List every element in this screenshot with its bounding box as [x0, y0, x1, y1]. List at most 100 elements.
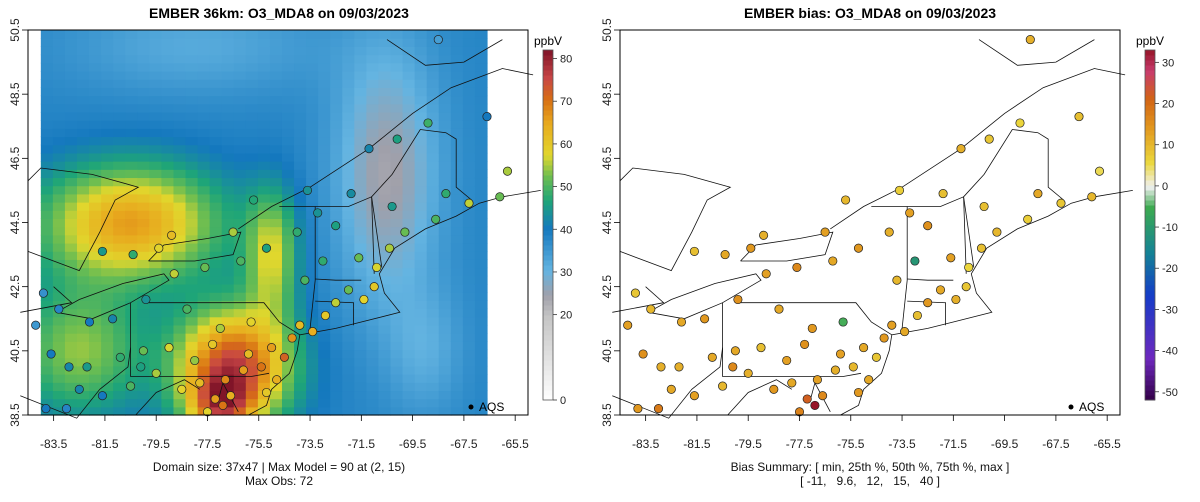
heat-cell — [474, 136, 488, 146]
heat-cell — [342, 111, 355, 121]
heat-cell — [185, 267, 199, 277]
heat-cell — [390, 251, 404, 260]
heat-cell — [89, 316, 102, 326]
heat-cell — [438, 333, 452, 342]
heat-cell — [137, 324, 150, 334]
heat-cell — [354, 382, 367, 392]
heat-cell — [173, 169, 187, 179]
heat-cell — [257, 95, 271, 105]
heat-cell — [281, 267, 295, 277]
aqs-station-point — [756, 343, 766, 353]
heat-cell — [64, 275, 78, 285]
heat-cell — [209, 120, 223, 129]
heat-cell — [113, 300, 126, 310]
heat-cell — [221, 365, 235, 375]
heat-cell — [281, 382, 295, 392]
heat-cell — [318, 292, 331, 301]
heat-cell — [40, 210, 54, 219]
heat-cell — [197, 210, 211, 219]
heat-cell — [390, 111, 404, 121]
heat-cell — [173, 95, 187, 105]
bias-colorbar-gradient — [1145, 50, 1155, 401]
heat-cell — [52, 70, 66, 80]
aqs-station-point — [956, 144, 966, 154]
colorbar-swatch — [543, 190, 553, 196]
aqs-station-point — [800, 339, 810, 349]
heat-cell — [221, 202, 235, 211]
aqs-station-point — [1025, 35, 1035, 45]
heat-cell — [221, 95, 235, 105]
heat-cell — [221, 38, 235, 47]
heat-cell — [125, 349, 138, 359]
model-legend: AQS — [468, 400, 504, 414]
aqs-station-point — [707, 352, 717, 362]
heat-cell — [402, 136, 416, 146]
heat-cell — [185, 283, 199, 293]
heat-cell — [149, 38, 162, 47]
heat-cell — [125, 152, 138, 162]
heat-cell — [197, 169, 211, 179]
heat-cell — [137, 202, 150, 211]
aqs-station-point — [74, 384, 84, 394]
heat-cell — [294, 398, 307, 408]
heat-cell — [185, 38, 199, 47]
heat-cell — [221, 292, 235, 301]
heat-cell — [281, 152, 295, 162]
heat-cell — [149, 103, 162, 113]
heat-cell — [233, 390, 247, 400]
heat-cell — [318, 210, 331, 219]
heat-cell — [354, 349, 367, 359]
colorbar-swatch — [1145, 160, 1155, 166]
heat-cell — [197, 152, 211, 162]
heat-cell — [125, 218, 138, 228]
heat-cell — [414, 62, 428, 72]
heat-cell — [414, 349, 428, 359]
heat-cell — [438, 70, 452, 80]
heat-cell — [426, 275, 440, 285]
heat-cell — [161, 218, 175, 228]
aqs-station-point — [272, 375, 282, 385]
model-y-ticks: 38.540.542.544.546.548.550.5 — [8, 18, 28, 427]
aqs-station-point — [818, 391, 828, 401]
heat-cell — [474, 308, 488, 318]
heat-cell — [137, 62, 150, 72]
aqs-station-point — [441, 189, 451, 199]
heat-cell — [294, 185, 307, 195]
heat-cell — [173, 242, 187, 252]
heat-cell — [113, 283, 126, 293]
heat-cell — [318, 341, 331, 351]
aqs-station-point — [502, 166, 513, 176]
heat-cell — [474, 79, 488, 88]
colorbar-swatch — [1145, 225, 1155, 231]
heat-cell — [257, 193, 271, 203]
heat-cell — [77, 324, 90, 334]
heat-cell — [354, 95, 367, 105]
heat-cell — [281, 341, 295, 351]
heat-cell — [390, 374, 404, 383]
colorbar-swatch — [543, 175, 553, 181]
colorbar-swatch — [1145, 150, 1155, 156]
heat-cell — [426, 398, 440, 408]
heat-cell — [402, 70, 416, 80]
heat-cell — [330, 406, 343, 416]
heat-cell — [366, 185, 380, 195]
heat-cell — [233, 30, 247, 39]
aqs-station-point — [154, 243, 164, 253]
heat-cell — [77, 70, 90, 80]
aqs-station-point — [787, 378, 797, 388]
heat-cell — [125, 46, 138, 56]
heat-cell — [366, 374, 380, 383]
heat-cell — [113, 275, 126, 285]
colorbar-swatch — [543, 200, 553, 206]
colorbar-swatch — [1145, 230, 1155, 236]
heat-cell — [269, 62, 283, 72]
model-station-points — [31, 35, 513, 417]
heat-cell — [306, 218, 319, 228]
heat-cell — [342, 79, 355, 88]
colorbar-swatch — [1145, 340, 1155, 346]
bias-y-ticks: 38.540.542.544.546.548.550.5 — [600, 18, 620, 427]
heat-cell — [474, 193, 488, 203]
heat-cell — [221, 87, 235, 97]
x-tick-label: -65.5 — [1093, 437, 1121, 451]
heat-cell — [137, 308, 150, 318]
